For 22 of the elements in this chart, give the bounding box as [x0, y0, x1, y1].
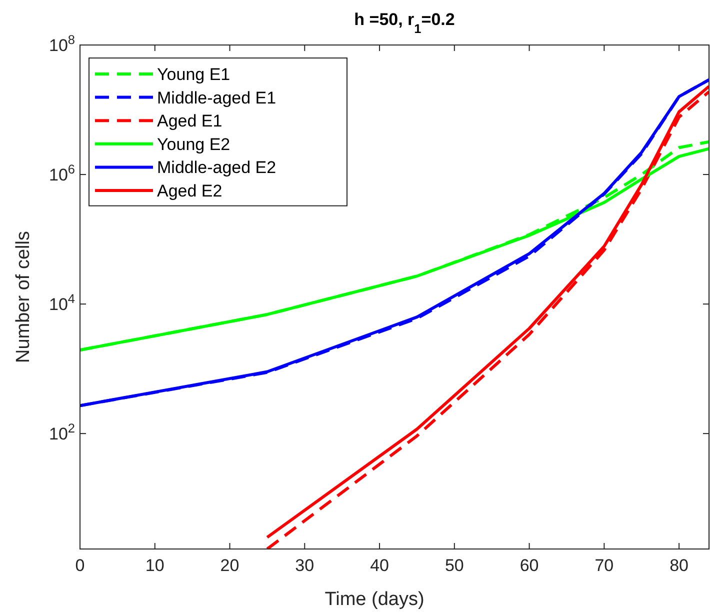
y-tick-label: 10$^{6}$ — [48, 161, 75, 185]
x-tick-label: 80 — [670, 556, 689, 575]
legend-label: Middle-aged E2 — [157, 158, 276, 178]
legend-label: Young E2 — [157, 134, 230, 154]
x-tick-label: 10 — [145, 556, 164, 575]
legend-label: Aged E2 — [157, 182, 222, 200]
x-tick-label: 50 — [444, 556, 464, 575]
y-tick-label: 10$^{4}$ — [48, 290, 75, 314]
x-tick-label: 40 — [370, 556, 389, 575]
x-axis-title: Time (days) — [324, 589, 424, 610]
legend-label: Young E1 — [157, 65, 230, 84]
y-tick-label: 10$^{2}$ — [48, 420, 75, 444]
y-axis-title: Number of cells — [13, 231, 34, 363]
x-tick-label: 0 — [75, 556, 85, 575]
y-tick-label: 10$^{8}$ — [48, 32, 75, 55]
legend-label: Middle-aged E1 — [157, 88, 276, 108]
x-tick-label: 60 — [520, 556, 539, 575]
chart-title: h =50, r$_{1}$=0.2 — [354, 10, 455, 36]
x-tick-label: 70 — [594, 556, 614, 575]
legend-label: Aged E1 — [157, 112, 222, 131]
x-tick-label: 20 — [220, 556, 240, 575]
x-tick-label: 30 — [295, 556, 314, 575]
